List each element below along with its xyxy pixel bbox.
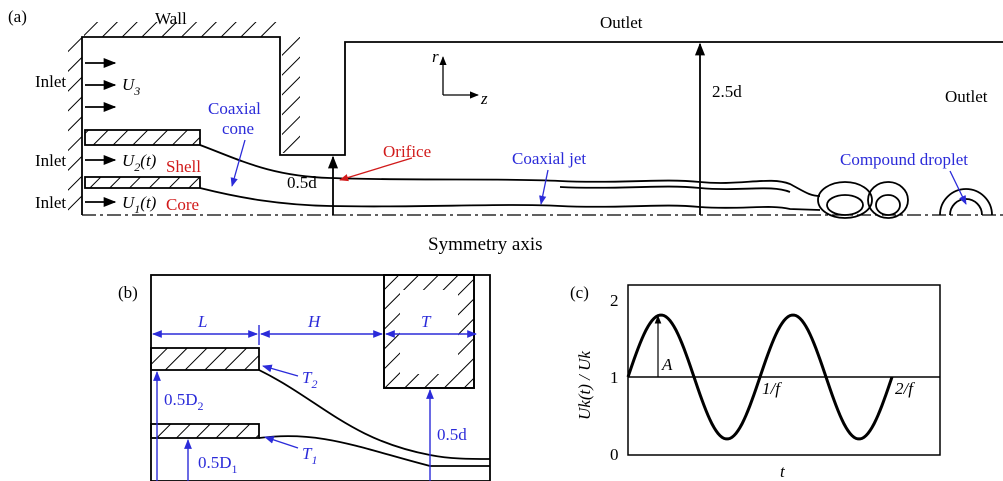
period-label: 1/f [762,379,782,398]
radius-label: 2.5d [712,82,742,101]
outlet-label: Outlet [600,13,643,32]
curve [950,199,982,215]
panel-label: (c) [570,283,589,302]
panel-label: (a) [8,7,27,26]
inlet-label: Inlet [35,72,66,91]
dimension-label: L [197,312,207,331]
line [232,140,245,186]
shape [876,195,900,215]
cone-label: cone [222,119,254,138]
dimension-label: T [421,312,432,331]
x-label: t [780,462,786,481]
panel-a [68,22,1003,218]
shape [151,424,259,438]
dimension-label: 0.5D2 [164,390,204,413]
shape [818,182,872,218]
dimension-label: 0.5d [437,425,467,444]
dimension-label: T2 [302,368,317,391]
line [265,437,298,448]
y-tick-label: 1 [610,368,619,387]
inlet-label: Inlet [35,151,66,170]
y-label: Uk(t) / Uk [575,351,594,420]
panel-c [628,285,940,455]
orifice-label: Orifice [383,142,431,161]
wall-label: Wall [155,9,187,28]
velocity-label: U2(t) [122,151,157,174]
dimension-label: 0.5D1 [198,453,238,476]
shape [868,182,908,218]
shape [400,290,458,374]
curve [560,187,790,192]
line [340,158,412,180]
dimension-label: T1 [302,444,317,467]
shape [85,177,200,188]
shape [628,285,940,455]
velocity-label: U3 [122,75,140,98]
period-label: 2/f [895,379,915,398]
curve [940,189,992,215]
shape [85,130,200,145]
outlet-label: Outlet [945,87,988,106]
line [541,170,548,204]
y-tick-label: 0 [610,445,619,464]
shell-label: Shell [166,157,201,176]
line [950,171,966,204]
velocity-label: U1(t) [122,193,157,216]
axis-title: Symmetry axis [428,234,543,255]
shape [151,348,259,370]
axis-label: r [432,47,439,66]
droplet-label: Compound droplet [840,150,968,169]
jet-label: Coaxial jet [512,149,586,168]
y-tick-label: 2 [610,291,619,310]
core-label: Core [166,195,199,214]
shape [68,37,82,215]
inlet-label: Inlet [35,193,66,212]
shape [282,37,300,153]
axis-label: z [480,89,488,108]
radius-label: 0.5d [287,173,317,192]
panel-label: (b) [118,283,138,302]
shape [827,195,863,215]
cone-label: Coaxial [208,99,261,118]
panel-b [151,275,490,481]
dimension-label: H [307,312,322,331]
figure: (a) Wall Outlet Outlet Inlet Inlet Inlet… [0,0,1003,481]
page: {"panel_a": {"label": "(a)", "wall": "Wa… [0,0,1003,481]
amplitude-label: A [661,355,673,374]
